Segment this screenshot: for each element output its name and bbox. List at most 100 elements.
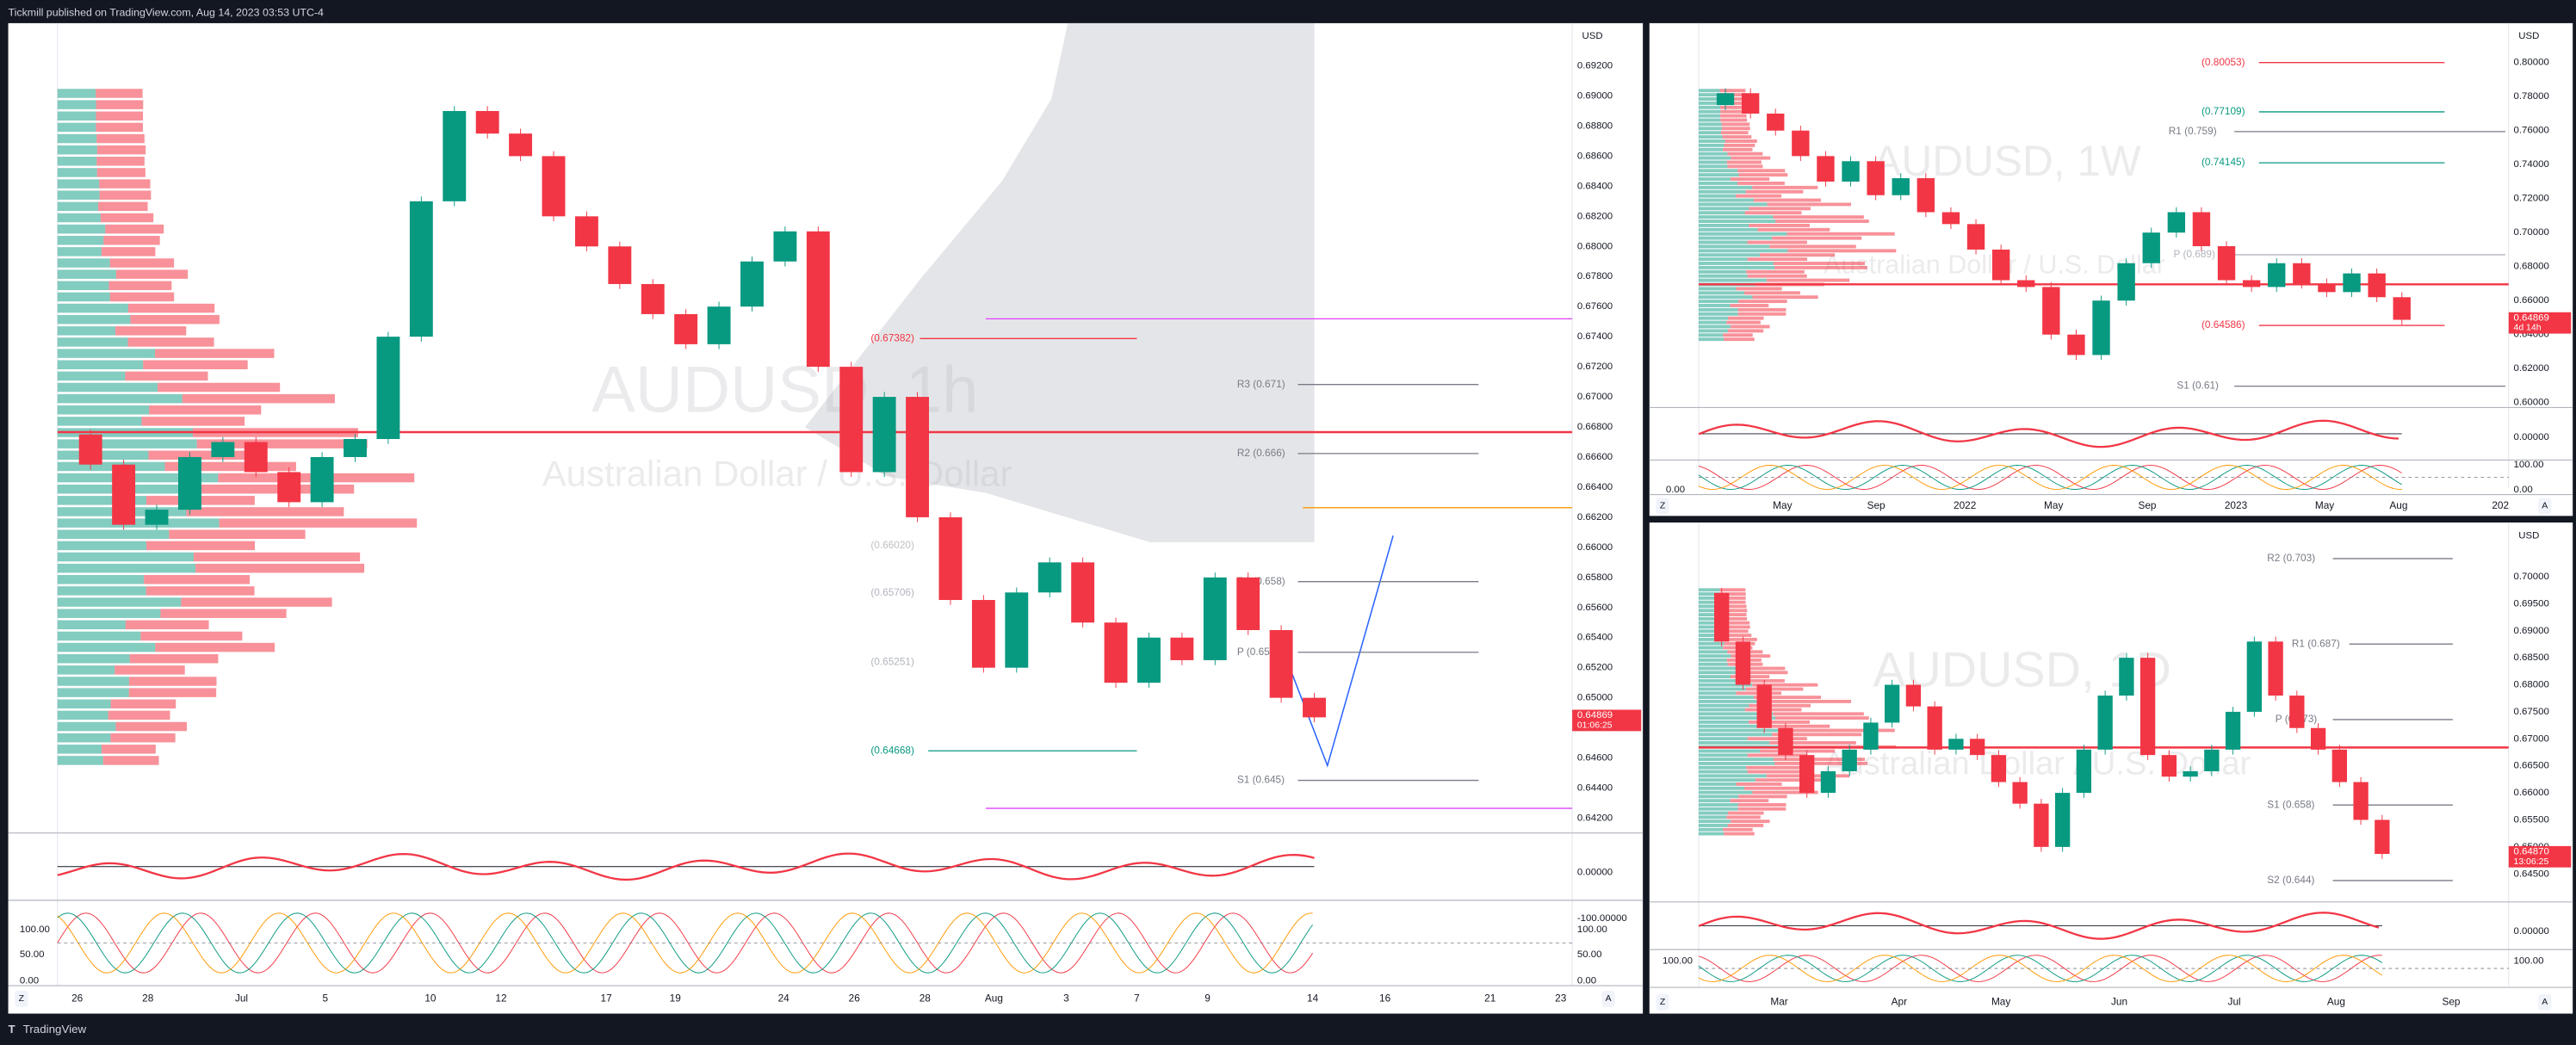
candle [2293,263,2311,284]
volume-profile-up [1699,646,1724,650]
candle [1005,592,1029,668]
axis-button[interactable] [1601,990,1615,1007]
candle [2204,749,2220,771]
volume-profile-down [1737,307,1786,312]
volume-profile-down [1760,749,1836,753]
price-label: 0.67800 [1577,271,1613,281]
volume-profile-up [1699,786,1745,790]
volume-profile-down [195,563,365,573]
volume-profile-down [164,461,296,472]
volume-profile-up [57,745,102,754]
volume-profile-up [1699,189,1746,194]
volume-profile-up [57,665,115,675]
volume-profile-up [1699,699,1768,703]
volume-profile-up [57,405,150,415]
volume-profile-down [1753,198,1822,202]
volume-profile-down [1720,131,1749,135]
price-label: 0.64500 [2513,869,2548,879]
candle [542,156,566,217]
candle [1236,577,1260,630]
volume-profile-down [96,100,144,109]
candle [2268,641,2283,696]
volume-profile-down [1738,300,1787,304]
axis-button[interactable] [15,990,28,1007]
volume-profile-down [141,417,245,426]
volume-profile-down [196,439,368,448]
volume-profile-down [1737,678,1785,683]
volume-profile-down [1726,815,1761,819]
candle [1767,113,1785,131]
volume-profile-down [1720,118,1748,122]
oscillator-label-left: 100.00 [1663,955,1693,966]
volume-profile-down [1720,604,1747,609]
volume-profile-up [57,213,101,223]
pivot-label: R3 (0.671) [1237,378,1285,390]
volume-profile-down [181,597,332,607]
volume-profile-down [1749,207,1811,211]
volume-profile-down [1767,699,1852,703]
time-label: 24 [778,992,790,1004]
price-label: 0.66400 [1577,482,1613,492]
volume-profile-down [148,450,260,461]
axis-button[interactable] [2538,498,2552,515]
volume-profile-up [57,417,142,426]
volume-profile-up [1699,278,1767,282]
volume-profile-up [57,541,146,551]
volume-profile-down [1725,139,1757,143]
volume-profile-up [1699,588,1720,592]
candle [1735,641,1751,685]
candle [1778,727,1793,756]
volume-profile-up [57,111,96,121]
axis-button[interactable] [2538,993,2552,1011]
candle [1966,224,1985,250]
volume-profile-down [1747,274,1807,278]
candle [1104,622,1128,683]
volume-profile-down [1747,770,1807,774]
oscillator-label: 100.00 [1577,924,1607,935]
volume-profile-down [1728,316,1764,320]
pivot-label: (0.67382) [870,331,914,343]
currency-label: USD [2518,530,2539,541]
pivot-label: (0.65251) [870,655,914,667]
volume-profile-down [108,710,170,720]
volume-profile-up [1699,202,1768,207]
candle [1991,755,2007,782]
volume-profile-up [57,450,149,461]
candle [2017,280,2035,288]
oscillator-label: 0.00 [1577,975,1596,986]
candle [244,442,268,473]
volume-profile-down [1747,753,1807,757]
price-label: 0.69000 [1577,91,1613,102]
axis-button[interactable] [1656,993,1669,1011]
volume-profile-down [1749,703,1811,708]
price-tag-countdown: 13:06:25 [2513,857,2548,867]
price-label: 0.68000 [2513,262,2548,272]
volume-profile-up [1699,329,1728,333]
volume-profile-down [1720,629,1749,634]
volume-profile-up [1699,291,1745,295]
volume-profile-up [1699,262,1774,265]
volume-profile-down [102,756,159,765]
price-label: 0.68800 [1577,121,1613,131]
volume-profile-down [1731,819,1770,824]
currency-label: USD [1582,31,1603,41]
volume-profile-up [57,314,131,325]
volume-profile-up [1699,782,1737,786]
volume-profile-up [57,89,96,98]
candle [2161,755,2177,777]
candle [2167,212,2186,233]
oscillator-label: -100.00000 [1577,913,1627,924]
volume-profile-down [130,314,220,325]
volume-profile-up [57,563,196,573]
volume-profile-up [1699,778,1756,782]
candle [1203,577,1227,660]
volume-profile-down [1726,320,1761,325]
volume-profile-down [1719,592,1746,596]
volume-profile-up [1699,316,1729,320]
volume-profile-up [1699,765,1747,770]
volume-profile-up [1699,634,1723,637]
axis-button[interactable] [1656,498,1669,515]
volume-profile-up [1699,131,1721,135]
candle [2092,300,2110,356]
candle [2117,263,2135,301]
